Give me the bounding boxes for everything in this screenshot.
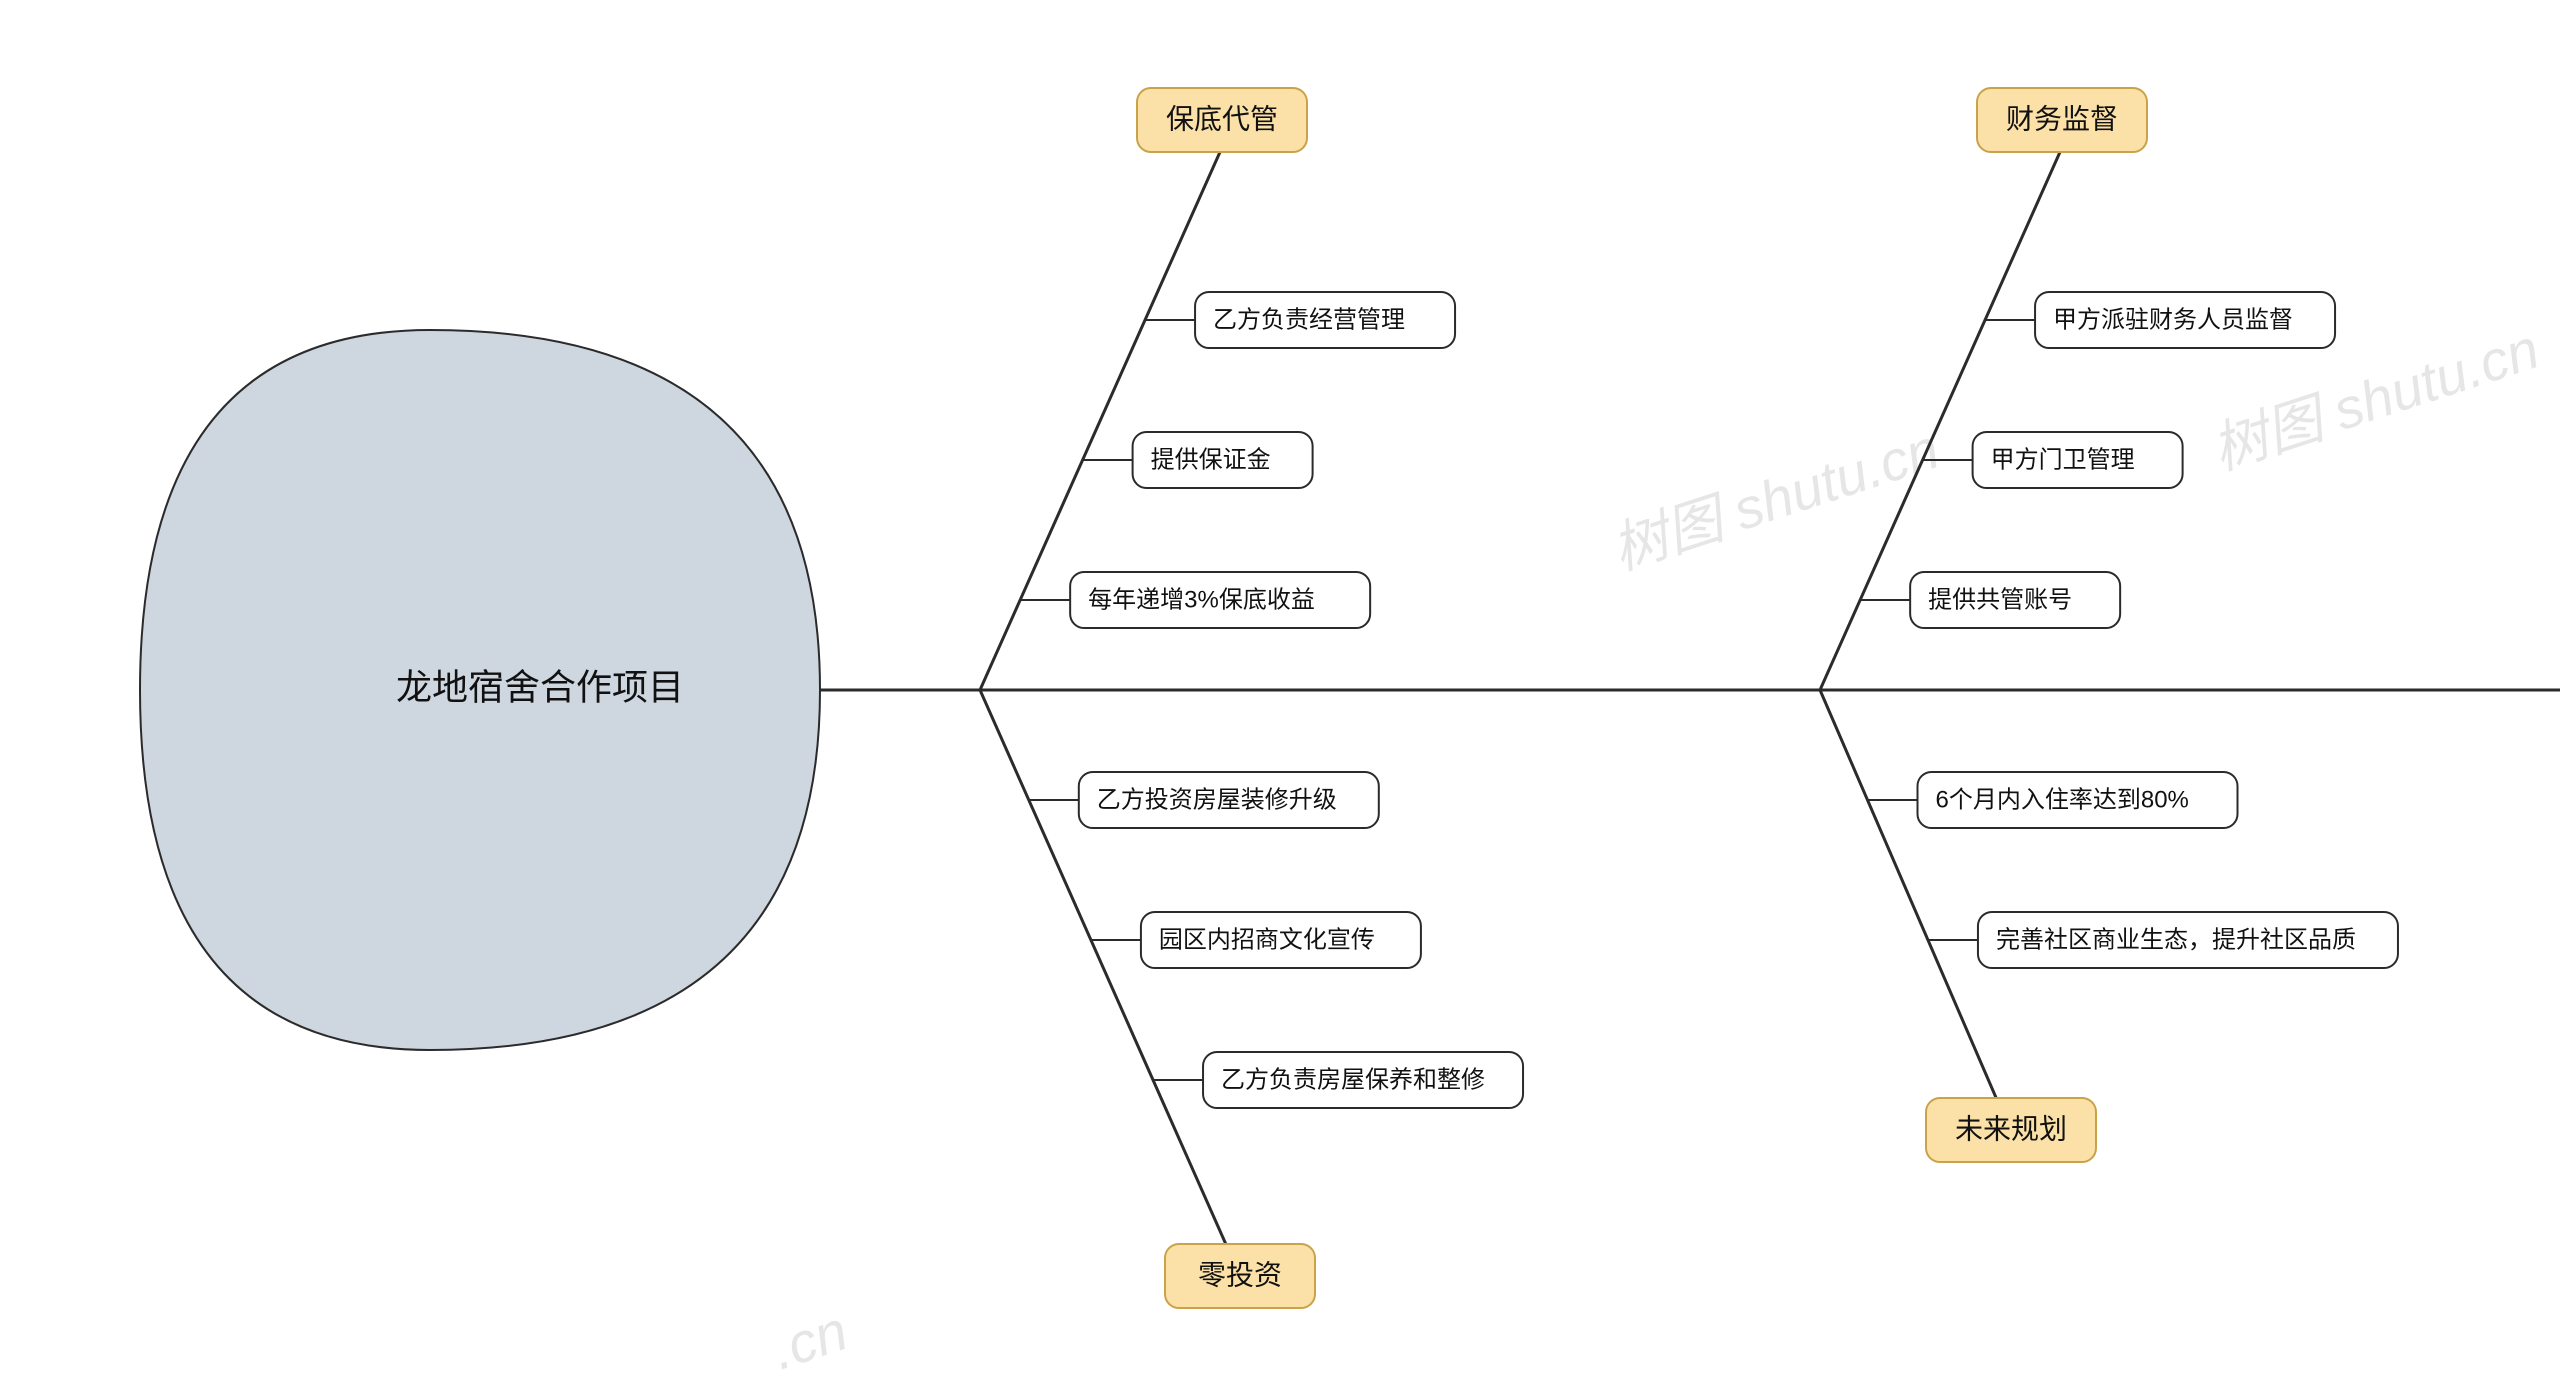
- leaf-label: 甲方派驻财务人员监督: [2053, 306, 2293, 333]
- leaf-label: 甲方门卫管理: [1991, 446, 2135, 473]
- leaf-label: 提供保证金: [1151, 446, 1271, 473]
- leaf-label: 完善社区商业生态，提升社区品质: [1996, 926, 2356, 953]
- category-label: 未来规划: [1955, 1113, 2067, 1144]
- fish-head-label: 龙地宿舍合作项目: [396, 667, 684, 708]
- leaf-label: 乙方负责经营管理: [1213, 306, 1405, 333]
- category-label: 零投资: [1198, 1259, 1282, 1290]
- leaf-label: 乙方负责房屋保养和整修: [1221, 1066, 1485, 1093]
- category-label: 保底代管: [1166, 103, 1278, 134]
- leaf-label: 园区内招商文化宣传: [1159, 926, 1375, 953]
- leaf-label: 乙方投资房屋装修升级: [1097, 786, 1337, 813]
- leaf-label: 提供共管账号: [1928, 586, 2072, 613]
- leaf-label: 每年递增3%保底收益: [1088, 586, 1315, 613]
- leaf-label: 6个月内入住率达到80%: [1936, 786, 2189, 813]
- fish-head: 龙地宿舍合作项目: [140, 330, 820, 1050]
- category-label: 财务监督: [2006, 103, 2118, 134]
